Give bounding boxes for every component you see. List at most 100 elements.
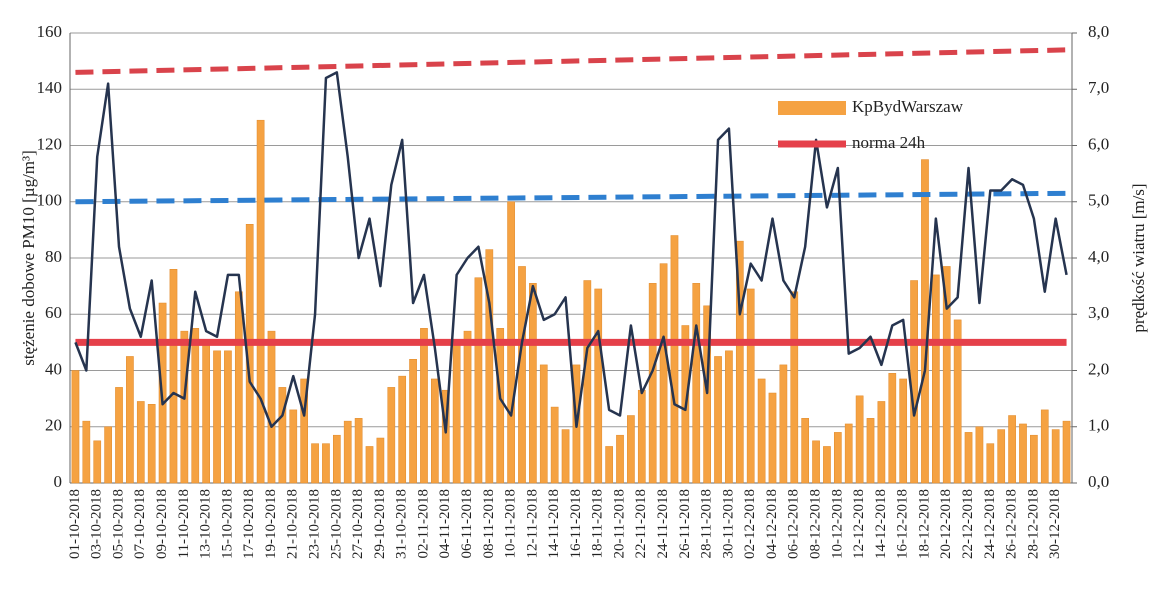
y2-tick-label: 3,0: [1088, 303, 1109, 322]
x-tick-label: 06-12-2018: [786, 489, 802, 559]
bar: [191, 328, 200, 484]
bar: [714, 356, 722, 484]
bar: [1019, 423, 1027, 484]
bar: [354, 418, 363, 484]
bar: [180, 330, 189, 484]
bar: [801, 418, 810, 484]
bar: [387, 387, 396, 484]
y-tick-label: 140: [37, 78, 63, 97]
bar: [431, 378, 439, 484]
bar: [779, 364, 788, 484]
bar: [986, 443, 995, 484]
bar: [725, 350, 733, 484]
x-tick-label: 29-10-2018: [372, 489, 388, 559]
x-tick-label: 23-10-2018: [306, 489, 322, 559]
bar: [420, 328, 428, 484]
y2-tick-label: 2,0: [1088, 359, 1109, 378]
bar: [757, 378, 766, 484]
x-tick-label: 14-11-2018: [546, 489, 562, 558]
x-tick-label: 11-10-2018: [176, 489, 192, 558]
bar: [1008, 415, 1016, 484]
y2-tick-label: 1,0: [1088, 416, 1109, 435]
bar: [594, 288, 603, 484]
bar: [169, 269, 178, 484]
x-tick-label: 18-11-2018: [590, 489, 606, 558]
bar: [670, 235, 679, 484]
x-tick-label: 12-12-2018: [851, 489, 867, 559]
bar: [529, 283, 537, 484]
bar: [735, 240, 744, 484]
bar: [104, 426, 112, 484]
x-tick-label: 21-10-2018: [285, 489, 301, 559]
line: [74, 71, 1068, 434]
bar: [692, 283, 701, 484]
x-tick-label: 19-10-2018: [263, 489, 279, 559]
bar: [213, 350, 221, 484]
x-tick-label: 04-11-2018: [437, 489, 453, 558]
x-tick-label: 26-12-2018: [1004, 489, 1020, 559]
y-tick-label: 40: [45, 359, 62, 378]
bar: [147, 404, 156, 484]
bar: [1062, 420, 1071, 484]
x-tick-label: 14-12-2018: [873, 489, 889, 559]
y2-tick-label: 8,0: [1088, 22, 1109, 41]
bar: [518, 266, 526, 484]
bar: [332, 434, 341, 484]
x-tick-label: 30-11-2018: [720, 489, 736, 558]
bar: [376, 437, 385, 484]
x-tick-label: 24-11-2018: [655, 489, 671, 558]
x-tick-label: 22-11-2018: [633, 489, 649, 558]
x-tick-label: 30-12-2018: [1047, 489, 1063, 559]
y2-axis-label: prędkość wiatru [m/s]: [1129, 183, 1148, 332]
bar: [496, 328, 505, 484]
bar: [616, 434, 624, 484]
bar: [812, 440, 820, 484]
legend-label: KpBydWarszaw: [852, 97, 964, 116]
x-tick-label: 12-11-2018: [524, 489, 540, 558]
x-tick-label: 08-12-2018: [807, 489, 823, 559]
y-tick-label: 0: [54, 472, 63, 491]
bar: [550, 406, 559, 484]
x-tick-label: 28-12-2018: [1025, 489, 1041, 559]
x-tick-label: 08-11-2018: [481, 489, 497, 558]
x-tick-label: 03-10-2018: [89, 489, 105, 559]
bar: [93, 440, 102, 484]
bar: [888, 373, 897, 484]
x-tick-label: 04-12-2018: [764, 489, 780, 559]
bar: [126, 356, 134, 484]
bar: [975, 426, 984, 484]
bar: [224, 350, 232, 484]
bar: [942, 266, 951, 484]
x-tick-label: 10-12-2018: [829, 489, 845, 559]
bar: [790, 291, 799, 484]
bar: [365, 446, 374, 484]
bar: [932, 274, 940, 484]
bar: [300, 378, 309, 484]
bar: [234, 291, 243, 484]
x-tick-label: 01-10-2018: [67, 489, 83, 559]
bar: [289, 409, 298, 484]
y-tick-label: 20: [45, 416, 62, 435]
y-tick-label: 160: [37, 22, 63, 41]
bar: [648, 283, 657, 484]
x-tick-label: 27-10-2018: [350, 489, 366, 559]
bar: [322, 443, 330, 484]
bar: [844, 423, 853, 484]
bar: [278, 387, 287, 484]
bar: [703, 305, 711, 484]
x-tick-label: 28-11-2018: [699, 489, 715, 558]
y2-tick-label: 5,0: [1088, 191, 1109, 210]
bar: [627, 415, 635, 484]
bar: [463, 330, 472, 484]
bar: [997, 429, 1006, 484]
x-tick-label: 22-12-2018: [960, 489, 976, 559]
bar: [855, 395, 864, 484]
trend-line: [75, 47, 1067, 75]
y2-tick-label: 6,0: [1088, 134, 1109, 153]
bar: [877, 401, 886, 484]
x-tick-label: 05-10-2018: [110, 489, 126, 559]
bar: [539, 364, 548, 484]
x-tick-label: 15-10-2018: [219, 489, 235, 559]
bar: [953, 319, 962, 484]
